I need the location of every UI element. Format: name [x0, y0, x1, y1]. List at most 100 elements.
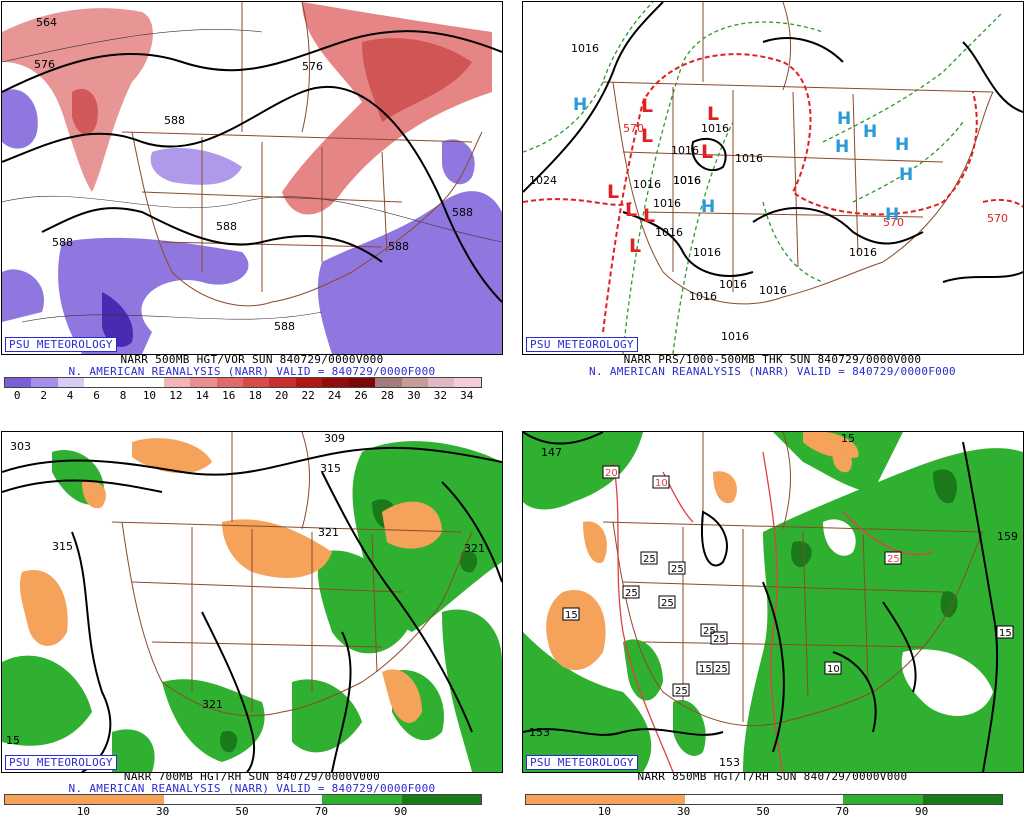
colorbar-tick-label: 2	[40, 389, 47, 402]
colorbar-swatch	[295, 378, 323, 387]
colorbar-tick-label: 30	[677, 805, 691, 818]
colorbar-tick-label: 90	[915, 805, 929, 818]
temperature-label: 25	[675, 686, 688, 697]
political-borders	[602, 2, 994, 305]
psu-meteorology-badge: PSU METEOROLOGY	[526, 755, 638, 770]
colorbar-tick-label: 28	[380, 389, 395, 402]
colorbar-tick-label: 4	[66, 389, 74, 402]
panel-500mb-vorticity: 564 576 576 588 588 588 588 588 588 PSU …	[0, 0, 504, 404]
contour-label: 576	[34, 58, 55, 71]
colorbar-tick-label: 50	[235, 805, 249, 818]
colorbar-tick-label: 30	[407, 389, 421, 402]
colorbar-swatch	[163, 378, 191, 387]
colorbar-tick-label: 70	[314, 805, 328, 818]
thickness-570-contour	[523, 53, 1023, 333]
colorbar-swatch	[763, 795, 844, 804]
high-pressure-marker: H	[701, 197, 715, 217]
isobar-label: 1016	[653, 197, 681, 210]
map-valid-caption: N. AMERICAN REANALYSIS (NARR) VALID = 84…	[589, 365, 956, 378]
psu-meteorology-badge: PSU METEOROLOGY	[5, 755, 117, 770]
contour-label: 15	[6, 734, 20, 747]
colorbar-swatch	[401, 795, 481, 804]
height-contours	[2, 446, 502, 772]
temperature-label: 15	[699, 664, 712, 675]
isobar-label: 1016	[693, 246, 721, 259]
colorbar-tick-label: 8	[119, 389, 127, 402]
vorticity-patch-east	[317, 191, 502, 354]
colorbar-swatch	[322, 378, 349, 387]
colorbar-tick-label: 10	[142, 389, 157, 402]
temperature-label: 15	[999, 628, 1012, 639]
temperature-label: 10	[655, 478, 668, 489]
isobar-label: 1016	[655, 226, 683, 239]
colorbar-swatch	[269, 378, 296, 387]
political-borders	[121, 2, 483, 307]
temperature-label: 20	[605, 468, 618, 479]
rh-dry-areas	[546, 432, 859, 671]
isobar-label: 1016	[671, 144, 699, 157]
thickness-label: 570	[883, 216, 904, 229]
panel-pressure-thickness: 1016 1024 1016 1016 1016 1016 1016 1016 …	[521, 0, 1024, 404]
isobar-label: 1016	[689, 290, 717, 303]
map-caption: NARR 850MB HGT/T/RH SUN 840729/0000V000	[637, 770, 908, 783]
colorbar-tick-label: 14	[195, 389, 209, 402]
contour-label: 588	[164, 114, 185, 127]
colorbar-swatch	[375, 378, 402, 387]
colorbar-swatch	[684, 795, 764, 804]
map-valid-caption: N. AMERICAN REANALYSIS (NARR) VALID = 84…	[68, 365, 436, 378]
isobar-label: 1016	[721, 330, 749, 343]
contour-label: 564	[36, 16, 57, 29]
contour-label: 588	[274, 320, 295, 333]
map-pressure: 1016 1024 1016 1016 1016 1016 1016 1016 …	[522, 1, 1024, 355]
temperature-label: 15	[565, 610, 578, 621]
psu-meteorology-badge: PSU METEOROLOGY	[5, 337, 117, 352]
colorbar-swatch	[428, 378, 455, 387]
colorbar-swatch	[322, 795, 402, 804]
isobar-label: 1024	[529, 174, 557, 187]
political-borders	[602, 432, 984, 727]
contour-label: 153	[719, 756, 740, 769]
contour-label: 315	[320, 462, 341, 475]
temperature-label: 25	[715, 664, 728, 675]
temperature-labels: 15 15 10 20 10 25 25 25 25 25 25 25 25 2…	[562, 465, 1014, 697]
isobar-label: 1016	[673, 174, 701, 187]
colorbar-swatch	[348, 378, 376, 387]
high-pressure-marker: H	[895, 135, 909, 155]
colorbar-tick-label: 70	[835, 805, 849, 818]
temperature-label: 25	[671, 564, 684, 575]
colorbar-swatch	[242, 795, 323, 804]
contour-label: 309	[324, 432, 345, 445]
colorbar-tick-label: 34	[460, 389, 474, 402]
contour-label: 588	[388, 240, 409, 253]
colorbar-tick-label: 10	[597, 805, 611, 818]
map-valid-caption: N. AMERICAN REANALYSIS (NARR) VALID = 84…	[68, 782, 436, 795]
colorbar-swatch	[31, 378, 58, 387]
height-contours	[2, 30, 502, 303]
isobar-label: 1016	[571, 42, 599, 55]
contour-label: 159	[997, 530, 1018, 543]
political-borders	[111, 432, 473, 717]
contour-label: 303	[10, 440, 31, 453]
colorbar-swatch	[454, 378, 481, 387]
colorbar-tick-label: 90	[394, 805, 408, 818]
colorbar-swatch	[110, 378, 138, 387]
temperature-label: 25	[703, 626, 716, 637]
contour-label: 153	[529, 726, 550, 739]
low-pressure-marker: L	[641, 125, 653, 147]
colorbar-swatch	[84, 378, 111, 387]
panel-850mb-temp-rh: 147 153 153 159 15 15 15 10 20 10 25 25 …	[521, 430, 1024, 819]
high-pressure-marker: H	[573, 95, 587, 115]
contour-label: 576	[302, 60, 323, 73]
high-pressure-marker: H	[899, 165, 913, 185]
low-pressure-marker: L	[643, 205, 655, 227]
temperature-label: 25	[625, 588, 638, 599]
psu-meteorology-badge: PSU METEOROLOGY	[526, 337, 638, 352]
colorbar-tick-label: 20	[275, 389, 289, 402]
map-caption: NARR 700MB HGT/RH SUN 840729/0000V000	[123, 770, 381, 783]
contour-label: 15	[841, 432, 855, 445]
height-contours	[523, 432, 999, 772]
isobar-label: 1016	[673, 174, 701, 187]
isobar-label: 1016	[849, 246, 877, 259]
colorbar-tick-label: 26	[354, 389, 368, 402]
colorbar-tick-label: 22	[301, 389, 315, 402]
